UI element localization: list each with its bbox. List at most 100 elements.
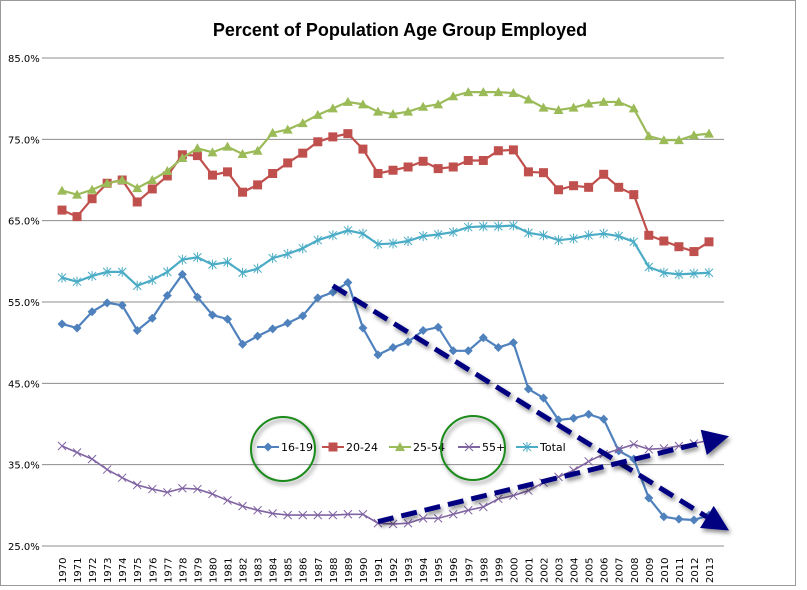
trend-arrow-shaft bbox=[331, 283, 709, 520]
y-tick-label: 25.0% bbox=[8, 542, 40, 553]
data-point bbox=[357, 99, 368, 109]
data-point bbox=[253, 263, 262, 274]
highlight-circle bbox=[250, 416, 316, 482]
data-point bbox=[478, 502, 488, 512]
data-point bbox=[448, 227, 458, 238]
data-point bbox=[253, 180, 263, 190]
data-point bbox=[523, 384, 533, 394]
x-tick-label: 1990 bbox=[359, 558, 370, 583]
x-tick-label: 2009 bbox=[645, 558, 656, 583]
data-point bbox=[358, 228, 368, 239]
data-point bbox=[463, 222, 473, 233]
data-point bbox=[237, 148, 248, 158]
data-point bbox=[463, 505, 473, 515]
data-point bbox=[147, 275, 157, 286]
data-point bbox=[403, 106, 414, 116]
data-point bbox=[342, 96, 353, 106]
data-point bbox=[493, 494, 503, 504]
data-point bbox=[644, 493, 654, 503]
data-point bbox=[313, 137, 323, 147]
legend-label: Total bbox=[539, 441, 566, 454]
series-Total bbox=[57, 220, 714, 291]
y-tick-label: 85.0% bbox=[8, 54, 40, 65]
data-point bbox=[328, 230, 338, 241]
data-point bbox=[584, 457, 593, 466]
data-point bbox=[643, 131, 654, 141]
data-point bbox=[644, 444, 654, 454]
x-tick-label: 1973 bbox=[103, 558, 114, 583]
data-point bbox=[403, 236, 413, 246]
x-tick-label: 1996 bbox=[449, 558, 460, 583]
data-point bbox=[448, 346, 458, 356]
data-point bbox=[178, 254, 187, 265]
data-point bbox=[132, 325, 142, 335]
x-tick-label: 2003 bbox=[555, 558, 566, 583]
data-point bbox=[268, 509, 278, 518]
data-point bbox=[463, 87, 474, 97]
data-point bbox=[418, 513, 428, 523]
data-point bbox=[478, 87, 489, 97]
data-point bbox=[253, 505, 262, 515]
legend-item-Total: Total bbox=[516, 441, 566, 454]
data-point bbox=[298, 148, 308, 158]
data-point bbox=[704, 267, 714, 278]
x-tick-label: 1989 bbox=[344, 558, 355, 583]
data-point bbox=[659, 512, 669, 522]
data-point bbox=[523, 167, 533, 177]
data-point bbox=[583, 98, 594, 108]
data-point bbox=[373, 350, 383, 360]
data-point bbox=[554, 235, 563, 246]
series-line bbox=[61, 224, 710, 288]
data-point bbox=[102, 266, 112, 277]
data-point bbox=[147, 313, 157, 323]
legend-label: 25-54 bbox=[413, 441, 445, 454]
data-point bbox=[689, 247, 699, 257]
x-tick-label: 1999 bbox=[494, 558, 505, 583]
data-point bbox=[614, 444, 624, 454]
data-point bbox=[57, 185, 67, 195]
data-point bbox=[328, 510, 338, 520]
data-point bbox=[117, 266, 127, 277]
data-point bbox=[448, 509, 458, 519]
data-point bbox=[343, 129, 353, 139]
x-tick-label: 2010 bbox=[660, 558, 671, 583]
highlight-circle bbox=[440, 415, 506, 481]
data-point bbox=[569, 181, 579, 191]
data-point bbox=[57, 319, 67, 329]
data-point bbox=[192, 143, 203, 153]
data-point bbox=[268, 253, 278, 264]
data-point bbox=[373, 168, 383, 178]
data-point bbox=[238, 187, 248, 197]
data-point bbox=[87, 184, 98, 194]
data-point bbox=[268, 168, 278, 178]
data-point bbox=[388, 343, 398, 353]
data-point bbox=[523, 94, 534, 104]
legend-marker bbox=[522, 442, 532, 452]
data-point bbox=[132, 183, 143, 193]
data-point bbox=[223, 314, 233, 324]
data-point bbox=[689, 515, 699, 525]
x-tick-label: 1993 bbox=[404, 558, 415, 583]
data-point bbox=[298, 311, 308, 321]
x-tick-label: 1998 bbox=[479, 558, 490, 583]
x-tick-label: 2012 bbox=[690, 558, 701, 583]
data-point bbox=[704, 128, 714, 138]
data-point bbox=[674, 242, 684, 252]
data-point bbox=[463, 155, 473, 165]
data-point bbox=[418, 325, 428, 335]
y-tick-label: 45.0% bbox=[8, 379, 40, 390]
data-point bbox=[614, 182, 624, 192]
series-16-19 bbox=[57, 269, 714, 525]
data-point bbox=[358, 144, 368, 154]
data-point bbox=[358, 323, 368, 333]
data-point bbox=[478, 221, 488, 232]
data-point bbox=[508, 145, 518, 155]
data-point bbox=[117, 473, 127, 483]
data-point bbox=[418, 101, 429, 111]
legend-label: 20-24 bbox=[346, 441, 378, 454]
data-point bbox=[629, 439, 639, 449]
data-point bbox=[223, 496, 232, 505]
x-tick-label: 2007 bbox=[615, 558, 626, 583]
x-tick-label: 2004 bbox=[570, 558, 581, 583]
